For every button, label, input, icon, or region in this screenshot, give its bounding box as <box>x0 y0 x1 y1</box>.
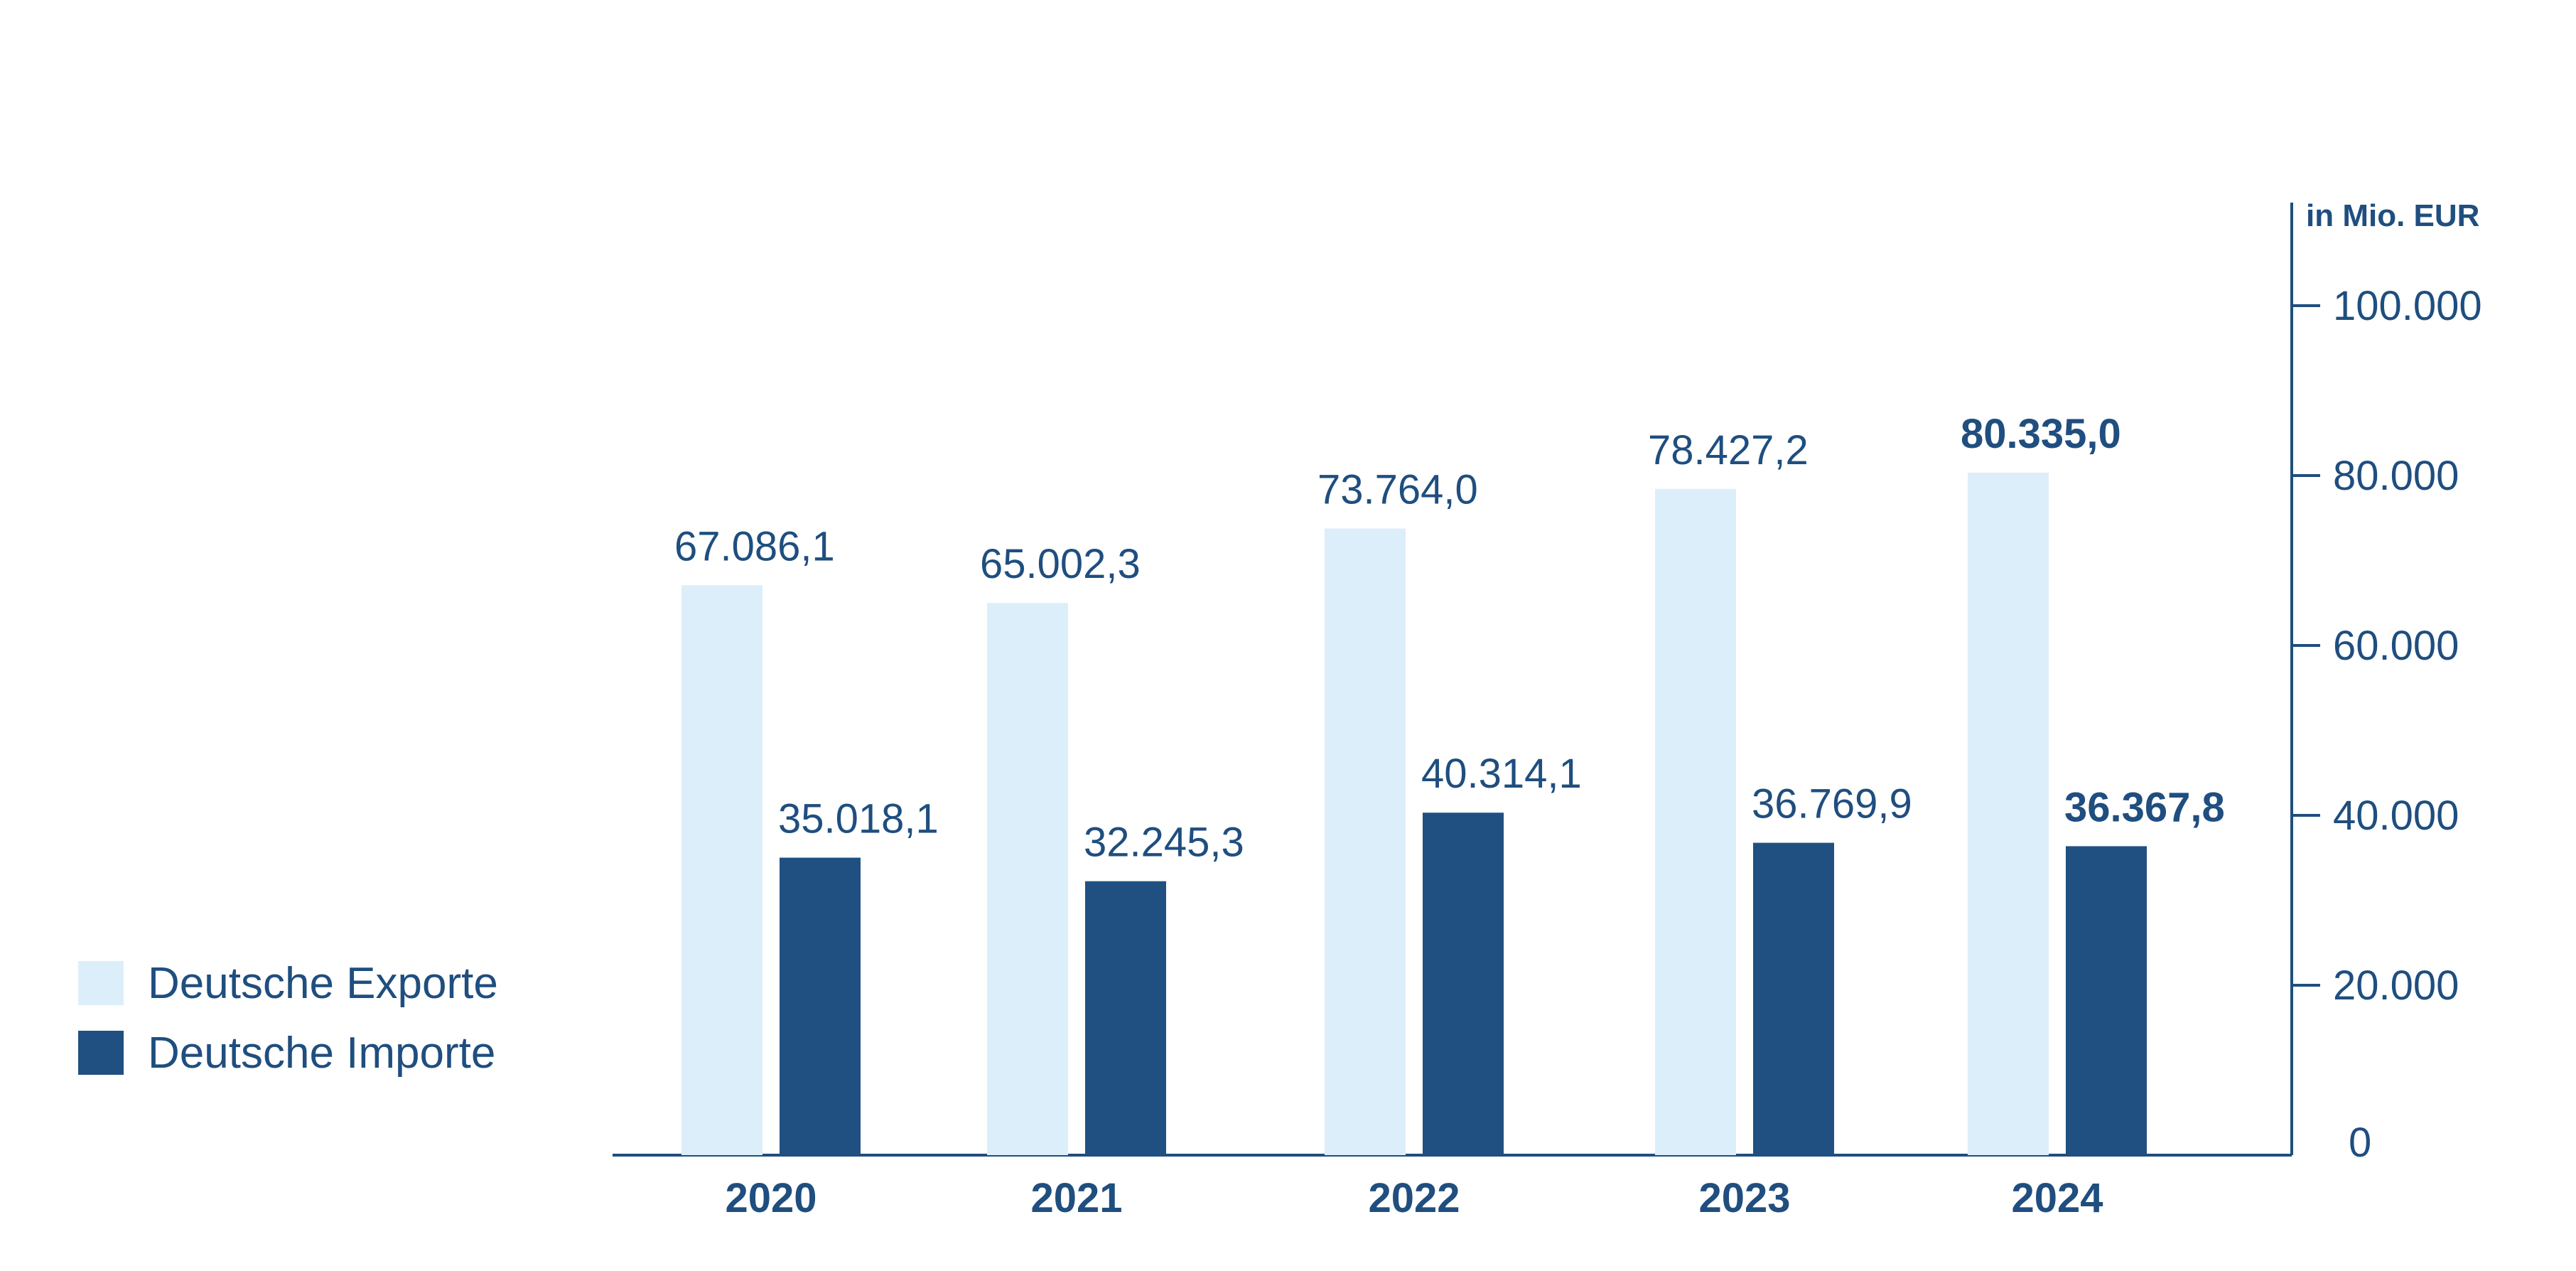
value-label-exports: 65.002,3 <box>980 541 1141 587</box>
bar-imports <box>1085 881 1166 1155</box>
y-tick-label: 20.000 <box>2333 962 2459 1009</box>
y-axis-unit-label: in Mio. EUR <box>2306 198 2479 233</box>
bar-exports <box>1968 472 2049 1155</box>
legend-swatch-exports <box>78 961 124 1005</box>
value-label-imports: 36.367,8 <box>2064 784 2225 830</box>
bar-exports <box>1655 488 1736 1155</box>
bar-imports <box>780 857 861 1155</box>
x-tick-label: 2020 <box>725 1175 817 1221</box>
value-label-exports: 73.764,0 <box>1317 467 1478 513</box>
bar-exports <box>681 585 762 1155</box>
x-tick-label: 2024 <box>2011 1175 2103 1221</box>
x-tick-label: 2022 <box>1368 1175 1460 1221</box>
legend-label-imports: Deutsche Importe <box>148 1029 495 1078</box>
bar-exports <box>987 603 1068 1155</box>
value-label-exports: 78.427,2 <box>1648 427 1809 473</box>
bar-imports <box>2066 846 2147 1155</box>
y-tick-label: 100.000 <box>2333 283 2482 329</box>
legend-label-exports: Deutsche Exporte <box>148 959 498 1008</box>
value-label-imports: 35.018,1 <box>778 796 939 842</box>
value-label-exports: 80.335,0 <box>1961 411 2121 457</box>
value-label-exports: 67.086,1 <box>674 523 835 569</box>
y-tick-label: 40.000 <box>2333 793 2459 839</box>
y-tick-label: 80.000 <box>2333 453 2459 499</box>
legend-swatch-imports <box>78 1031 124 1075</box>
value-label-imports: 40.314,1 <box>1421 751 1582 797</box>
bar-imports <box>1753 842 1834 1155</box>
value-label-imports: 36.769,9 <box>1752 781 1912 827</box>
value-label-imports: 32.245,3 <box>1084 820 1244 866</box>
bar-exports <box>1325 528 1406 1155</box>
bar-imports <box>1423 813 1504 1155</box>
x-tick-label: 2021 <box>1030 1175 1122 1221</box>
y-tick-label: 0 <box>2349 1120 2371 1166</box>
y-tick-label: 60.000 <box>2333 623 2459 669</box>
x-tick-label: 2023 <box>1698 1175 1790 1221</box>
